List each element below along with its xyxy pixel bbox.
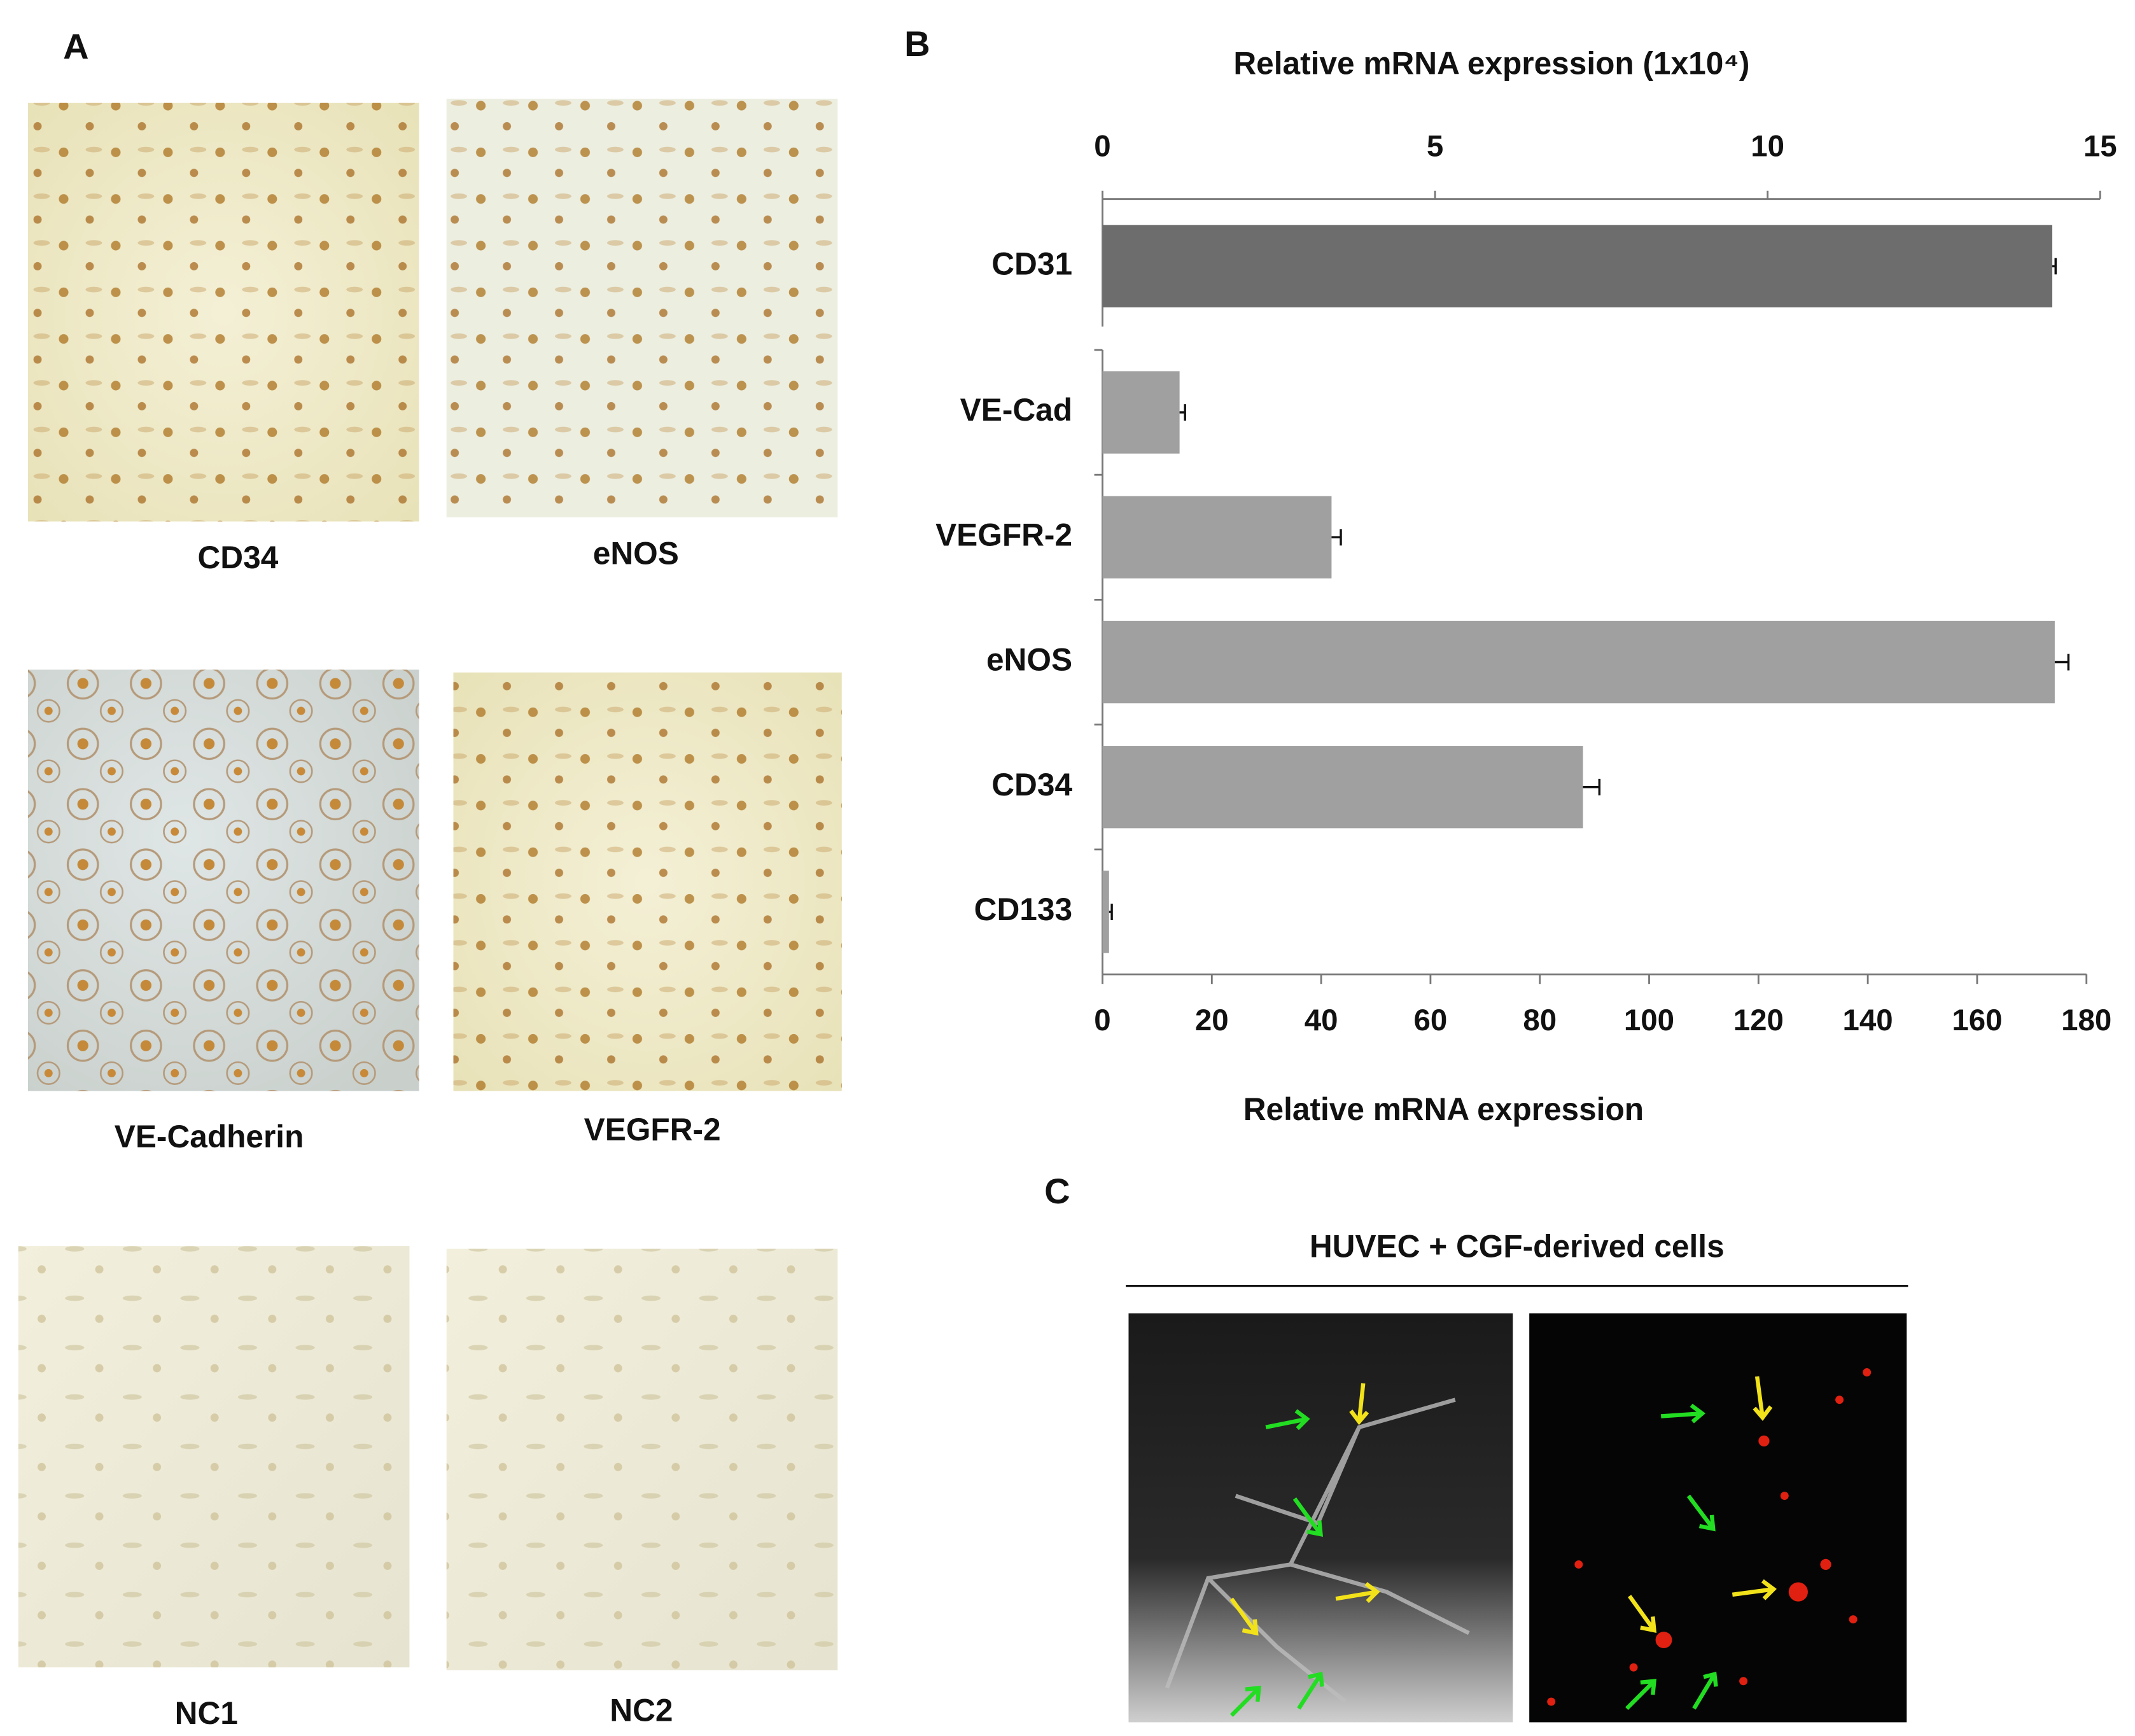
- bar: [1102, 225, 2053, 308]
- x-tick-label: 180: [2061, 1004, 2111, 1037]
- bar: [1102, 496, 1332, 578]
- bar: [1102, 871, 1109, 953]
- x-tick-label: 120: [1733, 1004, 1784, 1037]
- error-bar: [2054, 654, 2070, 671]
- x-tick-label: 10: [1751, 129, 1784, 163]
- error-bar: [1583, 778, 1601, 795]
- y-tick-label: VE-Cad: [960, 392, 1072, 428]
- x-tick-label: 15: [2083, 129, 2117, 163]
- panel-letter: B: [904, 24, 930, 64]
- x-tick-label: 160: [1952, 1004, 2002, 1037]
- x-tick-label: 0: [1094, 129, 1110, 163]
- panel-letter: C: [1044, 1171, 1070, 1211]
- bar: [1102, 746, 1583, 829]
- x-tick-label: 80: [1523, 1004, 1557, 1037]
- x-tick-label: 60: [1414, 1004, 1448, 1037]
- caption: NC1: [175, 1695, 238, 1731]
- arrows: [1229, 1376, 1777, 1717]
- fluorescence-images: [1128, 1313, 1907, 1723]
- y-tick-label: CD34: [991, 767, 1072, 802]
- y-tick-label: CD133: [974, 892, 1072, 927]
- error-bar: [1109, 904, 1113, 920]
- bar: [1102, 371, 1180, 454]
- y-tick-label: eNOS: [986, 642, 1072, 678]
- y-tick-label: CD31: [991, 246, 1072, 281]
- caption: NC2: [610, 1692, 673, 1728]
- x-tick-label: 0: [1094, 1004, 1110, 1037]
- caption: CD34: [197, 540, 278, 575]
- x-tick-label: 40: [1305, 1004, 1338, 1037]
- error-bar: [1179, 404, 1186, 421]
- error-bar: [1331, 529, 1342, 546]
- x-tick-label: 20: [1195, 1004, 1229, 1037]
- micrograph: [18, 99, 842, 1670]
- caption: VEGFR-2: [584, 1112, 721, 1147]
- error-bar: [2052, 258, 2057, 275]
- x-axis-label: Relative mRNA expression (1x10⁴): [1233, 46, 1749, 81]
- bar: [1102, 620, 2055, 704]
- caption: VE-Cadherin: [115, 1119, 304, 1154]
- x-tick-label: 100: [1624, 1004, 1674, 1037]
- x-tick-label: 5: [1427, 129, 1443, 163]
- y-tick-label: VEGFR-2: [935, 517, 1072, 552]
- panel-title: HUVEC + CGF-derived cells: [1310, 1229, 1725, 1264]
- caption: eNOS: [593, 536, 679, 571]
- x-axis-label: Relative mRNA expression: [1243, 1091, 1644, 1127]
- panel-letter: A: [63, 26, 88, 66]
- x-tick-label: 140: [1843, 1004, 1893, 1037]
